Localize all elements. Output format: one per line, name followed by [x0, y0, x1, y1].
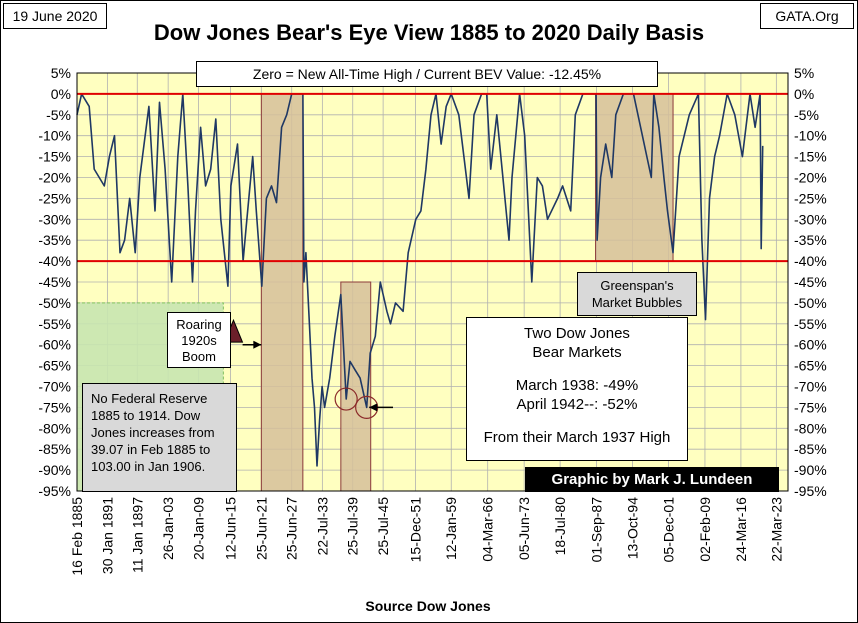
y-tick-label-right: -75%	[794, 399, 827, 415]
greenspan-bubbles-note: Greenspan's Market Bubbles	[577, 272, 697, 316]
x-axis-label: Source Dow Jones	[365, 598, 490, 614]
y-tick-label-left: -85%	[38, 441, 71, 457]
note-line: 1885 to 1914. Dow	[91, 408, 201, 423]
y-tick-label-right: -85%	[794, 441, 827, 457]
y-tick-label-left: -45%	[38, 274, 71, 290]
x-tick-label: 12-Jun-15	[222, 497, 238, 560]
y-tick-label-left: -20%	[38, 170, 71, 186]
y-tick-label-right: -10%	[794, 128, 827, 144]
x-tick-label: 25-Jul-39	[345, 497, 361, 556]
x-tick-label: 18-Jul-80	[552, 497, 568, 556]
y-tick-label-right: -30%	[794, 211, 827, 227]
source-site-label: GATA.Org	[760, 3, 854, 29]
x-tick-label: 01-Sep-87	[589, 497, 605, 563]
y-tick-label-right: 0%	[794, 86, 814, 102]
x-tick-label: 25-Jun-27	[284, 497, 300, 560]
y-tick-label-left: -55%	[38, 316, 71, 332]
x-tick-label: 05-Jun-73	[516, 497, 532, 560]
x-tick-label: 20-Jan-09	[191, 497, 207, 560]
y-tick-label-right: -95%	[794, 483, 827, 499]
x-tick-label: 26-Jan-03	[160, 497, 176, 560]
y-tick-label-right: -80%	[794, 420, 827, 436]
y-tick-label-left: -10%	[38, 128, 71, 144]
note-footer: From their March 1937 High	[483, 429, 671, 446]
y-tick-label-left: -70%	[38, 379, 71, 395]
y-tick-label-left: -95%	[38, 483, 71, 499]
x-tick-label: 30 Jan 1891	[99, 497, 115, 574]
x-tick-label: 15-Dec-51	[408, 497, 424, 563]
y-tick-label-right: -40%	[794, 253, 827, 269]
x-tick-label: 16 Feb 1885	[69, 497, 85, 576]
note-line: No Federal Reserve	[91, 391, 208, 406]
no-federal-reserve-note: No Federal Reserve 1885 to 1914. Dow Jon…	[82, 383, 237, 492]
note-heading: Two Dow Jones	[524, 325, 630, 342]
y-tick-label-right: -50%	[794, 295, 827, 311]
note-line: 103.00 in Jan 1906.	[91, 459, 206, 474]
arrow-head	[253, 340, 262, 349]
y-tick-label-left: 5%	[51, 65, 71, 81]
y-tick-label-left: -75%	[38, 399, 71, 415]
y-tick-label-right: -45%	[794, 274, 827, 290]
note-line: 39.07 in Feb 1885 to	[91, 442, 211, 457]
y-tick-label-right: -35%	[794, 232, 827, 248]
y-tick-label-right: 5%	[794, 65, 814, 81]
x-tick-label: 25-Jun-21	[253, 497, 269, 560]
y-tick-label-left: -40%	[38, 253, 71, 269]
y-tick-label-left: -50%	[38, 295, 71, 311]
credit-label: Graphic by Mark J. Lundeen	[525, 467, 779, 492]
shaded-region	[595, 93, 674, 262]
y-tick-label-right: -60%	[794, 337, 827, 353]
y-tick-label-left: -15%	[38, 149, 71, 165]
series-line	[76, 93, 764, 467]
note-line: Boom	[182, 349, 216, 364]
date-label: 19 June 2020	[3, 3, 107, 29]
y-tick-label-right: -65%	[794, 358, 827, 374]
y-tick-label-left: -65%	[38, 358, 71, 374]
note-line: March 1938: -49%	[515, 377, 639, 394]
arrow-head	[369, 403, 378, 412]
zero-note-box: Zero = New All-Time High / Current BEV V…	[196, 61, 658, 87]
y-tick-label-left: -25%	[38, 190, 71, 206]
y-tick-label-right: -5%	[794, 107, 819, 123]
shaded-region	[260, 93, 304, 492]
y-tick-label-left: -80%	[38, 420, 71, 436]
y-tick-label-left: -35%	[38, 232, 71, 248]
x-tick-label: 02-Feb-09	[697, 497, 713, 562]
x-tick-label: 04-Mar-66	[480, 497, 496, 562]
note-line: Market Bubbles	[591, 295, 683, 310]
bear-low-circle	[334, 387, 358, 411]
chart-title: Dow Jones Bear's Eye View 1885 to 2020 D…	[153, 20, 705, 45]
x-tick-label: 12-Jan-59	[443, 497, 459, 560]
note-line: 1920s	[181, 333, 217, 348]
y-tick-label-left: -5%	[46, 107, 71, 123]
x-tick-label: 22-Mar-23	[768, 497, 784, 562]
note-heading: Bear Markets	[532, 344, 622, 361]
y-tick-label-right: -90%	[794, 462, 827, 478]
y-tick-label-right: -15%	[794, 149, 827, 165]
note-line: April 1942--: -52%	[516, 396, 638, 413]
y-tick-label-right: -70%	[794, 379, 827, 395]
y-tick-label-left: 0%	[51, 86, 71, 102]
y-tick-label-right: -25%	[794, 190, 827, 206]
y-tick-label-right: -20%	[794, 170, 827, 186]
roaring-twenties-note: Roaring 1920s Boom	[167, 312, 231, 368]
y-tick-label-right: -55%	[794, 316, 827, 332]
y-tick-label-left: -60%	[38, 337, 71, 353]
x-tick-label: 11 Jan 1897	[129, 497, 145, 573]
two-bear-markets-note: Two Dow Jones Bear Markets March 1938: -…	[466, 317, 688, 461]
y-tick-label-left: -90%	[38, 462, 71, 478]
x-tick-label: 05-Dec-01	[660, 497, 676, 563]
x-tick-label: 24-Mar-16	[733, 497, 749, 562]
axes: 5% 5% 0% 0% -5% -5% -10% -10% -15% -15% -20% -20% -2…	[38, 65, 826, 576]
note-line: Jones increases from	[91, 425, 215, 440]
note-line: Roaring	[176, 317, 222, 332]
x-tick-label: 13-Oct-94	[625, 497, 641, 559]
y-tick-label-left: -30%	[38, 211, 71, 227]
x-tick-label: 25-Jul-45	[375, 497, 391, 556]
x-tick-label: 22-Jul-33	[314, 497, 330, 556]
note-line: Greenspan's	[600, 278, 674, 293]
